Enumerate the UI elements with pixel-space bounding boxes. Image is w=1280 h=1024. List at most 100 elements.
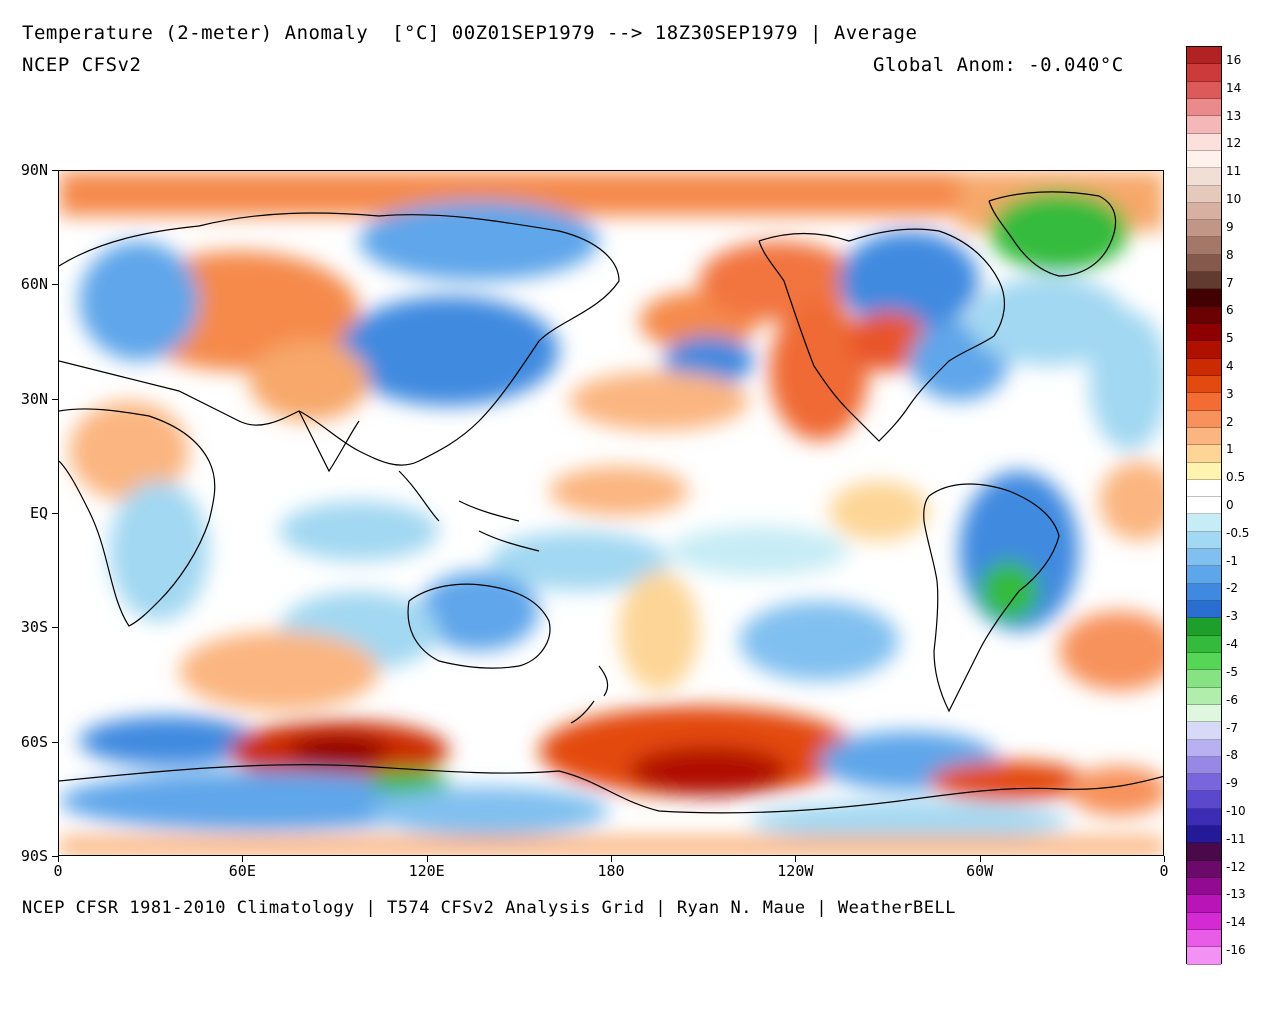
colorbar-cell xyxy=(1187,531,1221,550)
colorbar-label: 6 xyxy=(1226,303,1234,318)
colorbar-cell xyxy=(1187,947,1221,965)
colorbar-label: -9 xyxy=(1226,776,1238,791)
latitude-tick xyxy=(52,856,58,857)
longitude-tick xyxy=(1164,856,1165,862)
latitude-tick xyxy=(52,627,58,629)
colorbar-cell xyxy=(1187,168,1221,186)
colorbar-label: 7 xyxy=(1226,275,1234,290)
colorbar-label: -3 xyxy=(1226,609,1238,624)
colorbar-label: 11 xyxy=(1226,164,1242,179)
colorbar-cell xyxy=(1187,756,1221,775)
latitude-label: 30S xyxy=(20,618,48,637)
anomaly-blobs xyxy=(59,171,1163,855)
colorbar-cell xyxy=(1187,635,1221,653)
latitude-tick xyxy=(52,170,58,171)
colorbar-cell xyxy=(1187,601,1221,619)
colorbar-cell xyxy=(1187,722,1221,740)
colorbar-cell xyxy=(1187,272,1221,290)
latitude-label: 60S xyxy=(20,732,48,751)
footer-credits: NCEP CFSR 1981-2010 Climatology | T574 C… xyxy=(22,898,956,918)
colorbar-cell xyxy=(1187,566,1221,584)
colorbar-label: -16 xyxy=(1226,943,1246,957)
colorbar-cell xyxy=(1187,912,1221,930)
anomaly-map xyxy=(58,170,1164,856)
colorbar-label: 4 xyxy=(1226,358,1234,373)
longitude-tick xyxy=(426,856,428,862)
global-anomaly: Global Anom: -0.040°C xyxy=(873,54,1124,76)
colorbar-cell xyxy=(1187,445,1221,463)
longitude-label: 120E xyxy=(408,862,445,880)
colorbar-cell xyxy=(1187,704,1221,723)
colorbar-label: -2 xyxy=(1226,581,1238,596)
longitude-label: 60W xyxy=(966,862,994,880)
longitude-tick xyxy=(795,856,797,862)
colorbar-cell xyxy=(1187,393,1221,411)
colorbar-label: 1 xyxy=(1226,442,1234,457)
colorbar-label: 0.5 xyxy=(1226,470,1246,485)
longitude-label: 120W xyxy=(777,862,814,880)
colorbar-cell xyxy=(1187,324,1221,342)
latitude-label: 30N xyxy=(20,389,48,408)
colorbar-label: -14 xyxy=(1226,915,1246,930)
colorbar-cell xyxy=(1187,98,1221,117)
colorbar-cell xyxy=(1187,237,1221,255)
colorbar-label: 10 xyxy=(1226,192,1242,207)
colorbar-label: 13 xyxy=(1226,108,1242,123)
colorbar-cell xyxy=(1187,687,1221,705)
colorbar-cell xyxy=(1187,791,1221,809)
coastlines xyxy=(59,191,1163,814)
colorbar-cell xyxy=(1187,202,1221,221)
colorbar-cell xyxy=(1187,479,1221,498)
latitude-tick xyxy=(52,741,58,743)
colorbar-label: -7 xyxy=(1226,720,1238,735)
anomaly-field xyxy=(59,171,1163,855)
colorbar-cell xyxy=(1187,497,1221,515)
latitude-label: 90S xyxy=(20,847,48,865)
colorbar-label: 2 xyxy=(1226,414,1234,429)
colorbar-cell xyxy=(1187,150,1221,169)
colorbar-cell xyxy=(1187,462,1221,480)
colorbar-cell xyxy=(1187,878,1221,896)
colorbar-label: -12 xyxy=(1226,859,1246,874)
colorbar-cell xyxy=(1187,64,1221,82)
colorbar-label: 5 xyxy=(1226,331,1234,346)
colorbar-cell xyxy=(1187,739,1221,757)
colorbar-cell xyxy=(1187,583,1221,601)
longitude-tick xyxy=(242,856,244,862)
colorbar-cell xyxy=(1187,410,1221,428)
colorbar-label: -11 xyxy=(1226,831,1246,846)
latitude-tick xyxy=(52,513,58,514)
colorbar-label: 3 xyxy=(1226,386,1234,401)
colorbar-cell xyxy=(1187,306,1221,324)
colorbar-cell xyxy=(1187,549,1221,567)
colorbar-cell xyxy=(1187,843,1221,861)
colorbar-cell xyxy=(1187,808,1221,827)
colorbar-cell xyxy=(1187,185,1221,203)
latitude-label: EQ xyxy=(29,504,48,522)
colorbar-cell xyxy=(1187,81,1221,99)
colorbar-label: -4 xyxy=(1226,637,1238,652)
colorbar-cell xyxy=(1187,375,1221,394)
colorbar-label: 16 xyxy=(1226,53,1242,67)
latitude-tick xyxy=(52,284,58,286)
colorbar-label: -0.5 xyxy=(1226,525,1250,540)
colorbar-cell xyxy=(1187,289,1221,307)
longitude-label: 180 xyxy=(597,862,625,880)
colorbar-cell xyxy=(1187,116,1221,134)
longitude-label: 0 xyxy=(53,862,63,880)
colorbar-cell xyxy=(1187,341,1221,359)
colorbar-label: 8 xyxy=(1226,247,1234,262)
colorbar-cell xyxy=(1187,133,1221,151)
colorbar-cell xyxy=(1187,514,1221,532)
colorbar-label: -13 xyxy=(1226,887,1246,902)
colorbar-label: -1 xyxy=(1226,553,1238,568)
latitude-tick xyxy=(52,398,58,400)
latitude-label: 60N xyxy=(20,275,48,294)
colorbar-cell xyxy=(1187,895,1221,913)
colorbar-cell xyxy=(1187,860,1221,878)
longitude-tick xyxy=(611,856,612,862)
latitude-label: 90N xyxy=(20,161,48,179)
colorbar-cell xyxy=(1187,826,1221,844)
longitude-label: 60E xyxy=(228,862,256,880)
longitude-tick xyxy=(979,856,981,862)
